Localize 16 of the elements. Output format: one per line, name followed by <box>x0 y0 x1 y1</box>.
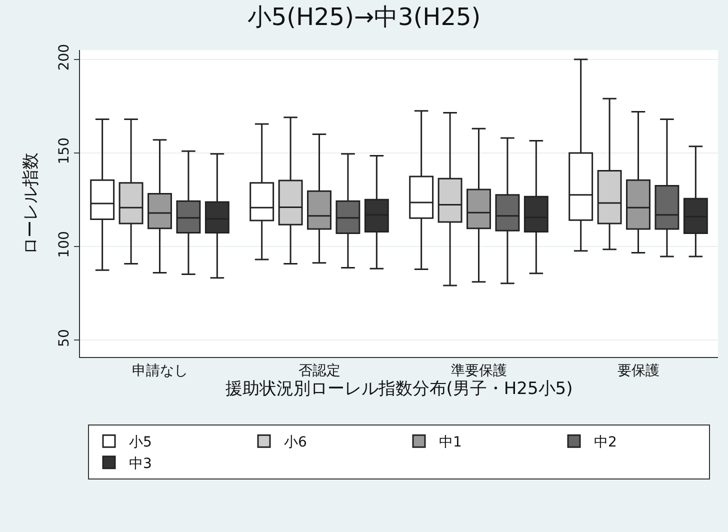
y-tick-label: 50 <box>56 329 72 347</box>
x-tick-label: 申請なし <box>132 362 188 379</box>
y-tick-label: 200 <box>56 44 72 71</box>
legend-label: 中3 <box>129 456 152 472</box>
x-axis-title: 援助状況別ローレル指数分布(男子・H25小5) <box>225 378 573 399</box>
legend-label: 中1 <box>439 434 462 451</box>
x-tick-label: 要保護 <box>617 362 660 379</box>
x-tick-label: 否認定 <box>298 362 340 379</box>
y-axis-title: ローレル指数 <box>20 152 41 254</box>
chart-title: 小5(H25)→中3(H25) <box>247 2 481 31</box>
legend-label: 小5 <box>129 434 152 451</box>
legend-label: 中2 <box>594 434 617 451</box>
x-tick-label: 準要保護 <box>450 362 507 379</box>
y-tick-label: 100 <box>56 231 72 258</box>
legend-label: 小6 <box>284 434 307 451</box>
y-tick-label: 150 <box>56 137 72 164</box>
